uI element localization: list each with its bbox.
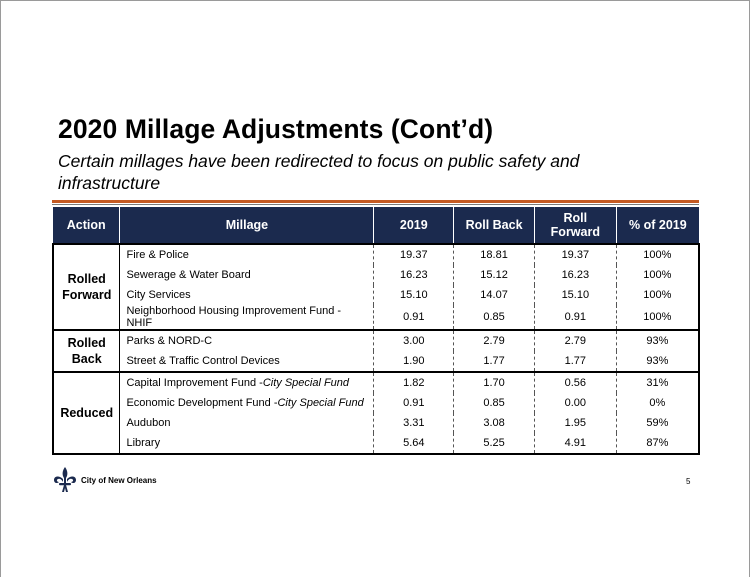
millage-cell: Economic Development Fund -City Special … xyxy=(120,393,374,413)
table-row: City Services 15.10 14.07 15.10 100% xyxy=(53,285,699,305)
roll-back-cell: 14.07 xyxy=(453,285,535,305)
slide-title: 2020 Millage Adjustments (Cont’d) xyxy=(58,114,494,144)
header-2019: 2019 xyxy=(373,207,454,244)
value-2019-cell: 19.37 xyxy=(373,243,454,265)
millage-table: Action Millage 2019 Roll Back Roll Forwa… xyxy=(52,207,700,455)
millage-name: Neighborhood Housing Improvement Fund - … xyxy=(126,305,342,329)
header-pct-of-2019: % of 2019 xyxy=(615,207,699,244)
millage-cell: Fire & Police xyxy=(119,243,374,265)
millage-cell: Neighborhood Housing Improvement Fund - … xyxy=(120,305,374,330)
action-label-line2: Back xyxy=(71,352,102,366)
roll-forward-cell: 0.00 xyxy=(533,393,617,413)
roll-back-cell: 0.85 xyxy=(453,305,535,330)
footer-org-name: City of New Orleans xyxy=(81,476,157,485)
table-row: Neighborhood Housing Improvement Fund - … xyxy=(53,305,699,330)
divider-rule xyxy=(52,204,699,205)
millage-cell: Library xyxy=(120,433,374,454)
roll-back-cell: 5.25 xyxy=(453,433,535,454)
millage-cell: Parks & NORD-C xyxy=(119,329,374,351)
roll-forward-cell: 0.56 xyxy=(533,371,617,393)
roll-back-cell: 3.08 xyxy=(453,413,535,433)
table-row: Street & Traffic Control Devices 1.90 1.77… xyxy=(53,351,699,372)
table-header-row: Action Millage 2019 Roll Back Roll Forwa… xyxy=(53,207,699,244)
millage-fund-type: City Special Fund xyxy=(277,397,364,409)
roll-forward-cell: 1.77 xyxy=(533,351,617,372)
pct-of-2019-cell: 100% xyxy=(615,265,699,285)
millage-name: Economic Development Fund - xyxy=(126,397,278,409)
roll-back-cell: 15.12 xyxy=(453,265,535,285)
table-row: Reduced Capital Improvement Fund -City Sp… xyxy=(53,371,699,454)
value-2019-cell: 3.31 xyxy=(373,413,454,433)
roll-back-cell: 1.77 xyxy=(453,351,535,372)
pct-of-2019-cell: 31% xyxy=(615,371,699,393)
action-label-line1: Rolled xyxy=(67,336,106,350)
value-2019-cell: 0.91 xyxy=(373,305,454,330)
table-body: Rolled Forward Fire & Police 19.37 18.81 19.3… xyxy=(53,243,699,454)
value-2019-cell: 16.23 xyxy=(373,265,454,285)
roll-forward-cell: 1.95 xyxy=(533,413,617,433)
pct-of-2019-cell: 0% xyxy=(615,393,699,413)
table-row: Economic Development Fund -City Special … xyxy=(53,393,699,413)
accent-rule xyxy=(52,200,699,203)
roll-forward-cell: 4.91 xyxy=(533,433,617,454)
table-row: Audubon 3.31 3.08 1.95 59% xyxy=(53,413,699,433)
value-2019-cell: 5.64 xyxy=(373,433,454,454)
millage-name: Street & Traffic Control Devices xyxy=(126,355,280,367)
action-group-label: Rolled Back xyxy=(53,329,121,372)
header-action: Action xyxy=(53,207,120,244)
roll-forward-cell: 15.10 xyxy=(533,285,617,305)
roll-back-cell: 18.81 xyxy=(453,243,535,265)
action-label-line2: Forward xyxy=(62,288,112,302)
millage-fund-type: City Special Fund xyxy=(262,377,350,389)
slide-subtitle: Certain millages have been redirected to… xyxy=(58,151,580,193)
roll-forward-cell: 0.91 xyxy=(533,305,617,330)
value-2019-cell: 0.91 xyxy=(373,393,454,413)
millage-cell: City Services xyxy=(120,285,374,305)
action-label-line1: Rolled xyxy=(67,272,106,286)
table-row: Rolled Back Parks & NORD-C 3.00 2.79 2.79 93% xyxy=(53,329,699,372)
pct-of-2019-cell: 100% xyxy=(615,243,699,265)
value-2019-cell: 3.00 xyxy=(373,329,454,351)
fleur-de-lis-icon xyxy=(54,467,76,492)
roll-back-cell: 2.79 xyxy=(453,329,535,351)
millage-cell: Audubon xyxy=(120,413,374,433)
header-roll-forward-line1: Roll xyxy=(563,211,588,225)
pct-of-2019-cell: 59% xyxy=(615,413,699,433)
action-label-line1: Reduced xyxy=(60,406,114,420)
millage-name: Sewerage & Water Board xyxy=(126,269,251,281)
table-row: Sewerage & Water Board 16.23 15.12 16.23 100… xyxy=(53,265,699,285)
roll-back-cell: 0.85 xyxy=(453,393,535,413)
millage-name: Fire & Police xyxy=(126,249,189,261)
value-2019-cell: 1.82 xyxy=(373,371,454,393)
millage-name: Parks & NORD-C xyxy=(126,335,213,347)
value-2019-cell: 15.10 xyxy=(373,285,454,305)
millage-cell: Sewerage & Water Board xyxy=(120,265,374,285)
millage-name: Audubon xyxy=(126,417,171,429)
value-2019-cell: 1.90 xyxy=(373,351,454,372)
roll-forward-cell: 19.37 xyxy=(533,243,617,265)
pct-of-2019-cell: 87% xyxy=(615,433,699,454)
action-group-label: Reduced xyxy=(53,371,121,454)
header-roll-back: Roll Back xyxy=(453,207,535,244)
pct-of-2019-cell: 100% xyxy=(615,285,699,305)
page-number: 5 xyxy=(686,477,691,486)
roll-back-cell: 1.70 xyxy=(453,371,535,393)
header-millage: Millage xyxy=(119,207,374,244)
header-roll-forward: Roll Forward xyxy=(533,207,617,244)
millage-cell: Street & Traffic Control Devices xyxy=(120,351,374,372)
pct-of-2019-cell: 100% xyxy=(615,305,699,330)
table-row: Rolled Forward Fire & Police 19.37 18.81 19.3… xyxy=(53,243,699,330)
pct-of-2019-cell: 93% xyxy=(615,351,699,372)
header-roll-forward-line2: Forward xyxy=(550,225,600,239)
millage-name: Library xyxy=(126,437,161,449)
roll-forward-cell: 2.79 xyxy=(533,329,617,351)
action-group-label: Rolled Forward xyxy=(53,243,121,330)
millage-name: Capital Improvement Fund - xyxy=(126,377,263,389)
pct-of-2019-cell: 93% xyxy=(615,329,699,351)
table-row: Library 5.64 5.25 4.91 87% xyxy=(53,433,699,454)
roll-forward-cell: 16.23 xyxy=(533,265,617,285)
millage-name: City Services xyxy=(126,289,191,301)
millage-cell: Capital Improvement Fund -City Special F… xyxy=(119,371,374,393)
